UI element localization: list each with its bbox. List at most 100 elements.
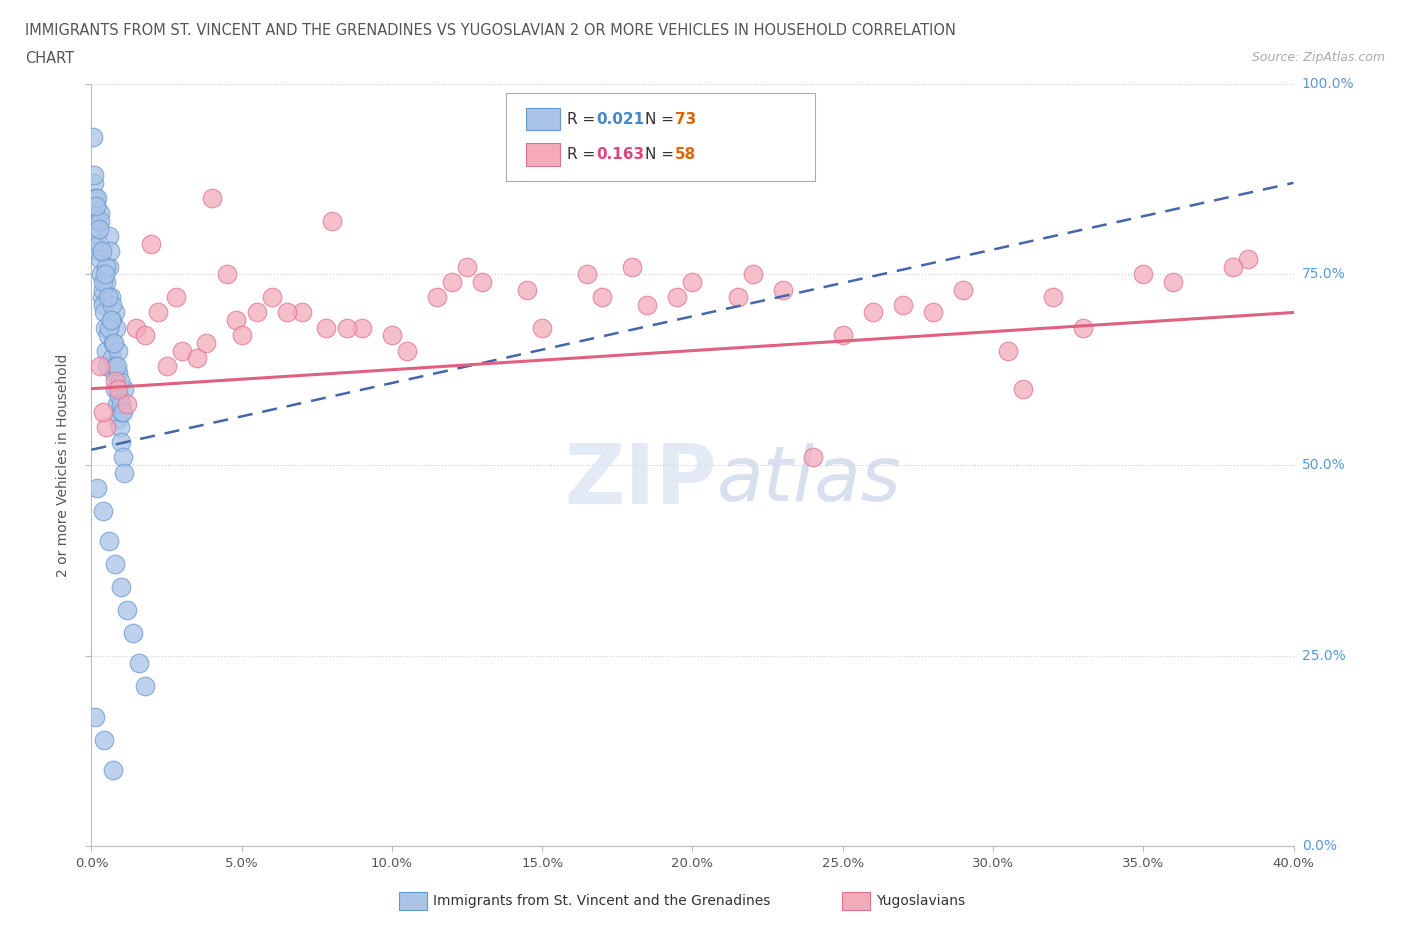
Point [201, 191, 224, 206]
Point [84, 710, 107, 724]
Point [97, 328, 120, 343]
Point [636, 298, 658, 312]
Point [381, 328, 404, 343]
Point [98, 229, 121, 244]
Text: CHART: CHART [25, 51, 75, 66]
Point [1042, 290, 1064, 305]
Point [101, 312, 124, 327]
Point [315, 320, 337, 335]
Point [260, 290, 283, 305]
Point [891, 298, 914, 312]
Point [122, 625, 145, 640]
Text: R =: R = [567, 112, 600, 126]
Point [100, 290, 122, 305]
Point [862, 305, 884, 320]
Point [89, 252, 111, 267]
Point [98, 244, 121, 259]
Point [87, 236, 110, 251]
Point [107, 366, 129, 381]
Point [101, 351, 124, 365]
Point [456, 259, 478, 274]
Point [922, 305, 945, 320]
Text: atlas: atlas [717, 444, 901, 517]
Point [576, 267, 599, 282]
Text: 25.0%: 25.0% [1302, 648, 1346, 663]
Point [516, 282, 538, 297]
Point [831, 328, 853, 343]
Point [93, 305, 115, 320]
Point [87, 244, 110, 259]
Point [1161, 274, 1184, 289]
Point [107, 412, 129, 427]
Point [291, 305, 314, 320]
Point [93, 282, 115, 297]
Text: 73: 73 [675, 112, 696, 126]
Point [105, 358, 128, 373]
Text: 100.0%: 100.0% [1302, 76, 1354, 91]
Point [194, 336, 217, 351]
Text: 58: 58 [675, 147, 696, 162]
Point [86, 191, 108, 206]
Point [89, 214, 111, 229]
Point [336, 320, 359, 335]
Point [89, 358, 111, 373]
Point [82, 129, 104, 144]
Point [146, 305, 169, 320]
Point [94, 274, 117, 289]
Point [98, 320, 121, 335]
Point [84, 198, 107, 213]
Point [89, 206, 111, 220]
Point [96, 358, 118, 373]
Point [84, 198, 107, 213]
Point [97, 534, 120, 549]
Text: 0.021: 0.021 [596, 112, 644, 126]
Point [91, 503, 114, 518]
Point [110, 434, 132, 449]
Point [101, 336, 124, 351]
Point [134, 679, 156, 694]
Text: ZIP: ZIP [564, 440, 717, 521]
Point [108, 389, 131, 404]
Point [1012, 381, 1035, 396]
Point [321, 214, 343, 229]
Point [1071, 320, 1094, 335]
Point [96, 419, 118, 434]
Point [117, 396, 139, 411]
Point [741, 267, 763, 282]
Point [103, 366, 125, 381]
Point [94, 320, 117, 335]
Point [111, 450, 134, 465]
Point [117, 603, 139, 618]
Point [83, 167, 105, 182]
Y-axis label: 2 or more Vehicles in Household: 2 or more Vehicles in Household [56, 353, 70, 577]
Point [531, 320, 554, 335]
Point [96, 343, 118, 358]
Point [114, 381, 136, 396]
Point [471, 274, 494, 289]
Point [155, 358, 177, 373]
Point [108, 419, 131, 434]
Point [90, 267, 112, 282]
Text: 0.163: 0.163 [596, 147, 644, 162]
Point [110, 396, 132, 411]
Point [107, 381, 129, 396]
Point [952, 282, 974, 297]
Point [108, 374, 131, 389]
Text: 50.0%: 50.0% [1302, 458, 1346, 472]
Point [93, 405, 115, 419]
Point [97, 259, 120, 274]
Point [101, 763, 124, 777]
Text: Source: ZipAtlas.com: Source: ZipAtlas.com [1251, 51, 1385, 64]
Point [104, 381, 127, 396]
Point [86, 481, 108, 496]
Point [96, 259, 118, 274]
Point [104, 557, 127, 572]
Point [666, 290, 689, 305]
Point [93, 274, 115, 289]
Point [104, 305, 127, 320]
Point [97, 290, 120, 305]
Point [1222, 259, 1244, 274]
Point [350, 320, 373, 335]
Text: Immigrants from St. Vincent and the Grenadines: Immigrants from St. Vincent and the Gren… [433, 894, 770, 909]
Point [997, 343, 1019, 358]
